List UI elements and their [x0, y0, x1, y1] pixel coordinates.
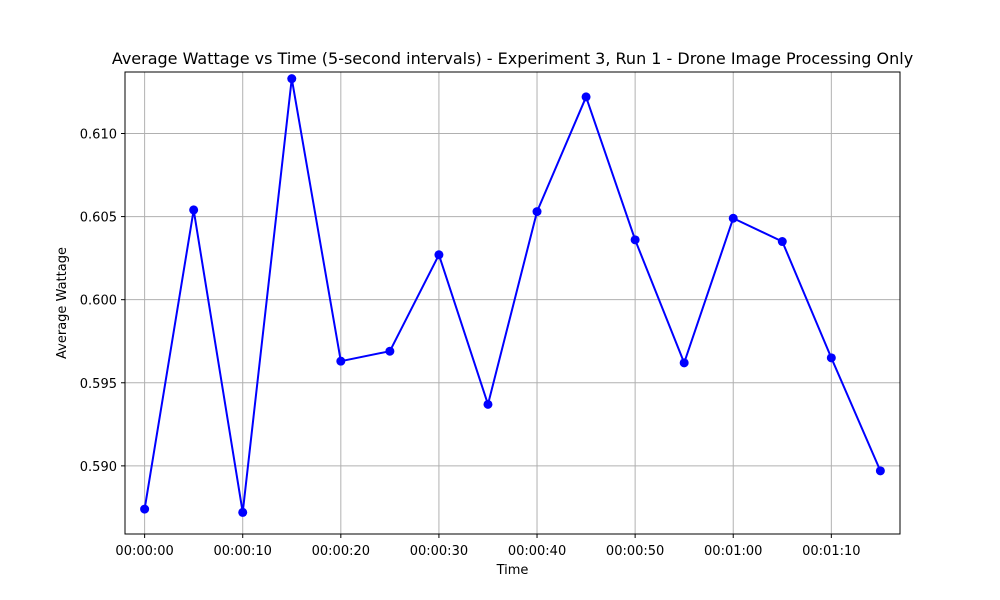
y-tick-label: 0.610 — [80, 127, 117, 142]
data-point — [385, 346, 395, 356]
y-tick-label: 0.600 — [80, 294, 117, 309]
data-point — [238, 507, 248, 517]
data-point — [189, 205, 199, 215]
y-tick-label: 0.595 — [80, 377, 117, 392]
data-point — [532, 207, 542, 217]
x-tick-label: 00:01:00 — [704, 544, 762, 559]
data-point — [434, 250, 444, 260]
data-series — [140, 74, 885, 517]
grid — [125, 72, 900, 534]
y-axis: 0.590 0.595 0.600 0.605 0.610 — [80, 127, 125, 475]
x-tick-label: 00:00:40 — [508, 544, 566, 559]
data-point — [630, 235, 640, 245]
y-axis-label: Average Wattage — [55, 247, 70, 359]
data-point — [483, 399, 493, 409]
data-point — [581, 92, 591, 102]
x-tick-label: 00:00:50 — [606, 544, 664, 559]
y-tick-label: 0.590 — [80, 460, 117, 475]
data-point — [777, 237, 787, 247]
x-tick-label: 00:00:10 — [214, 544, 272, 559]
data-point — [826, 353, 836, 363]
x-axis: 00:00:00 00:00:10 00:00:20 00:00:30 00:00:40… — [115, 534, 861, 559]
plot-area-frame — [124, 71, 901, 535]
x-tick-label: 00:00:00 — [115, 544, 173, 559]
data-point — [728, 213, 738, 223]
x-tick-label: 00:01:10 — [802, 544, 860, 559]
data-point — [875, 466, 885, 476]
x-tick-label: 00:00:30 — [410, 544, 468, 559]
data-point — [287, 74, 297, 84]
x-axis-label: Time — [496, 563, 529, 578]
y-tick-label: 0.605 — [80, 211, 117, 226]
series-line — [143, 77, 882, 514]
data-point — [679, 358, 689, 368]
chart-title: Average Wattage vs Time (5-second interv… — [112, 49, 913, 68]
data-point — [140, 504, 150, 514]
data-point — [336, 356, 346, 366]
x-tick-label: 00:00:20 — [312, 544, 370, 559]
